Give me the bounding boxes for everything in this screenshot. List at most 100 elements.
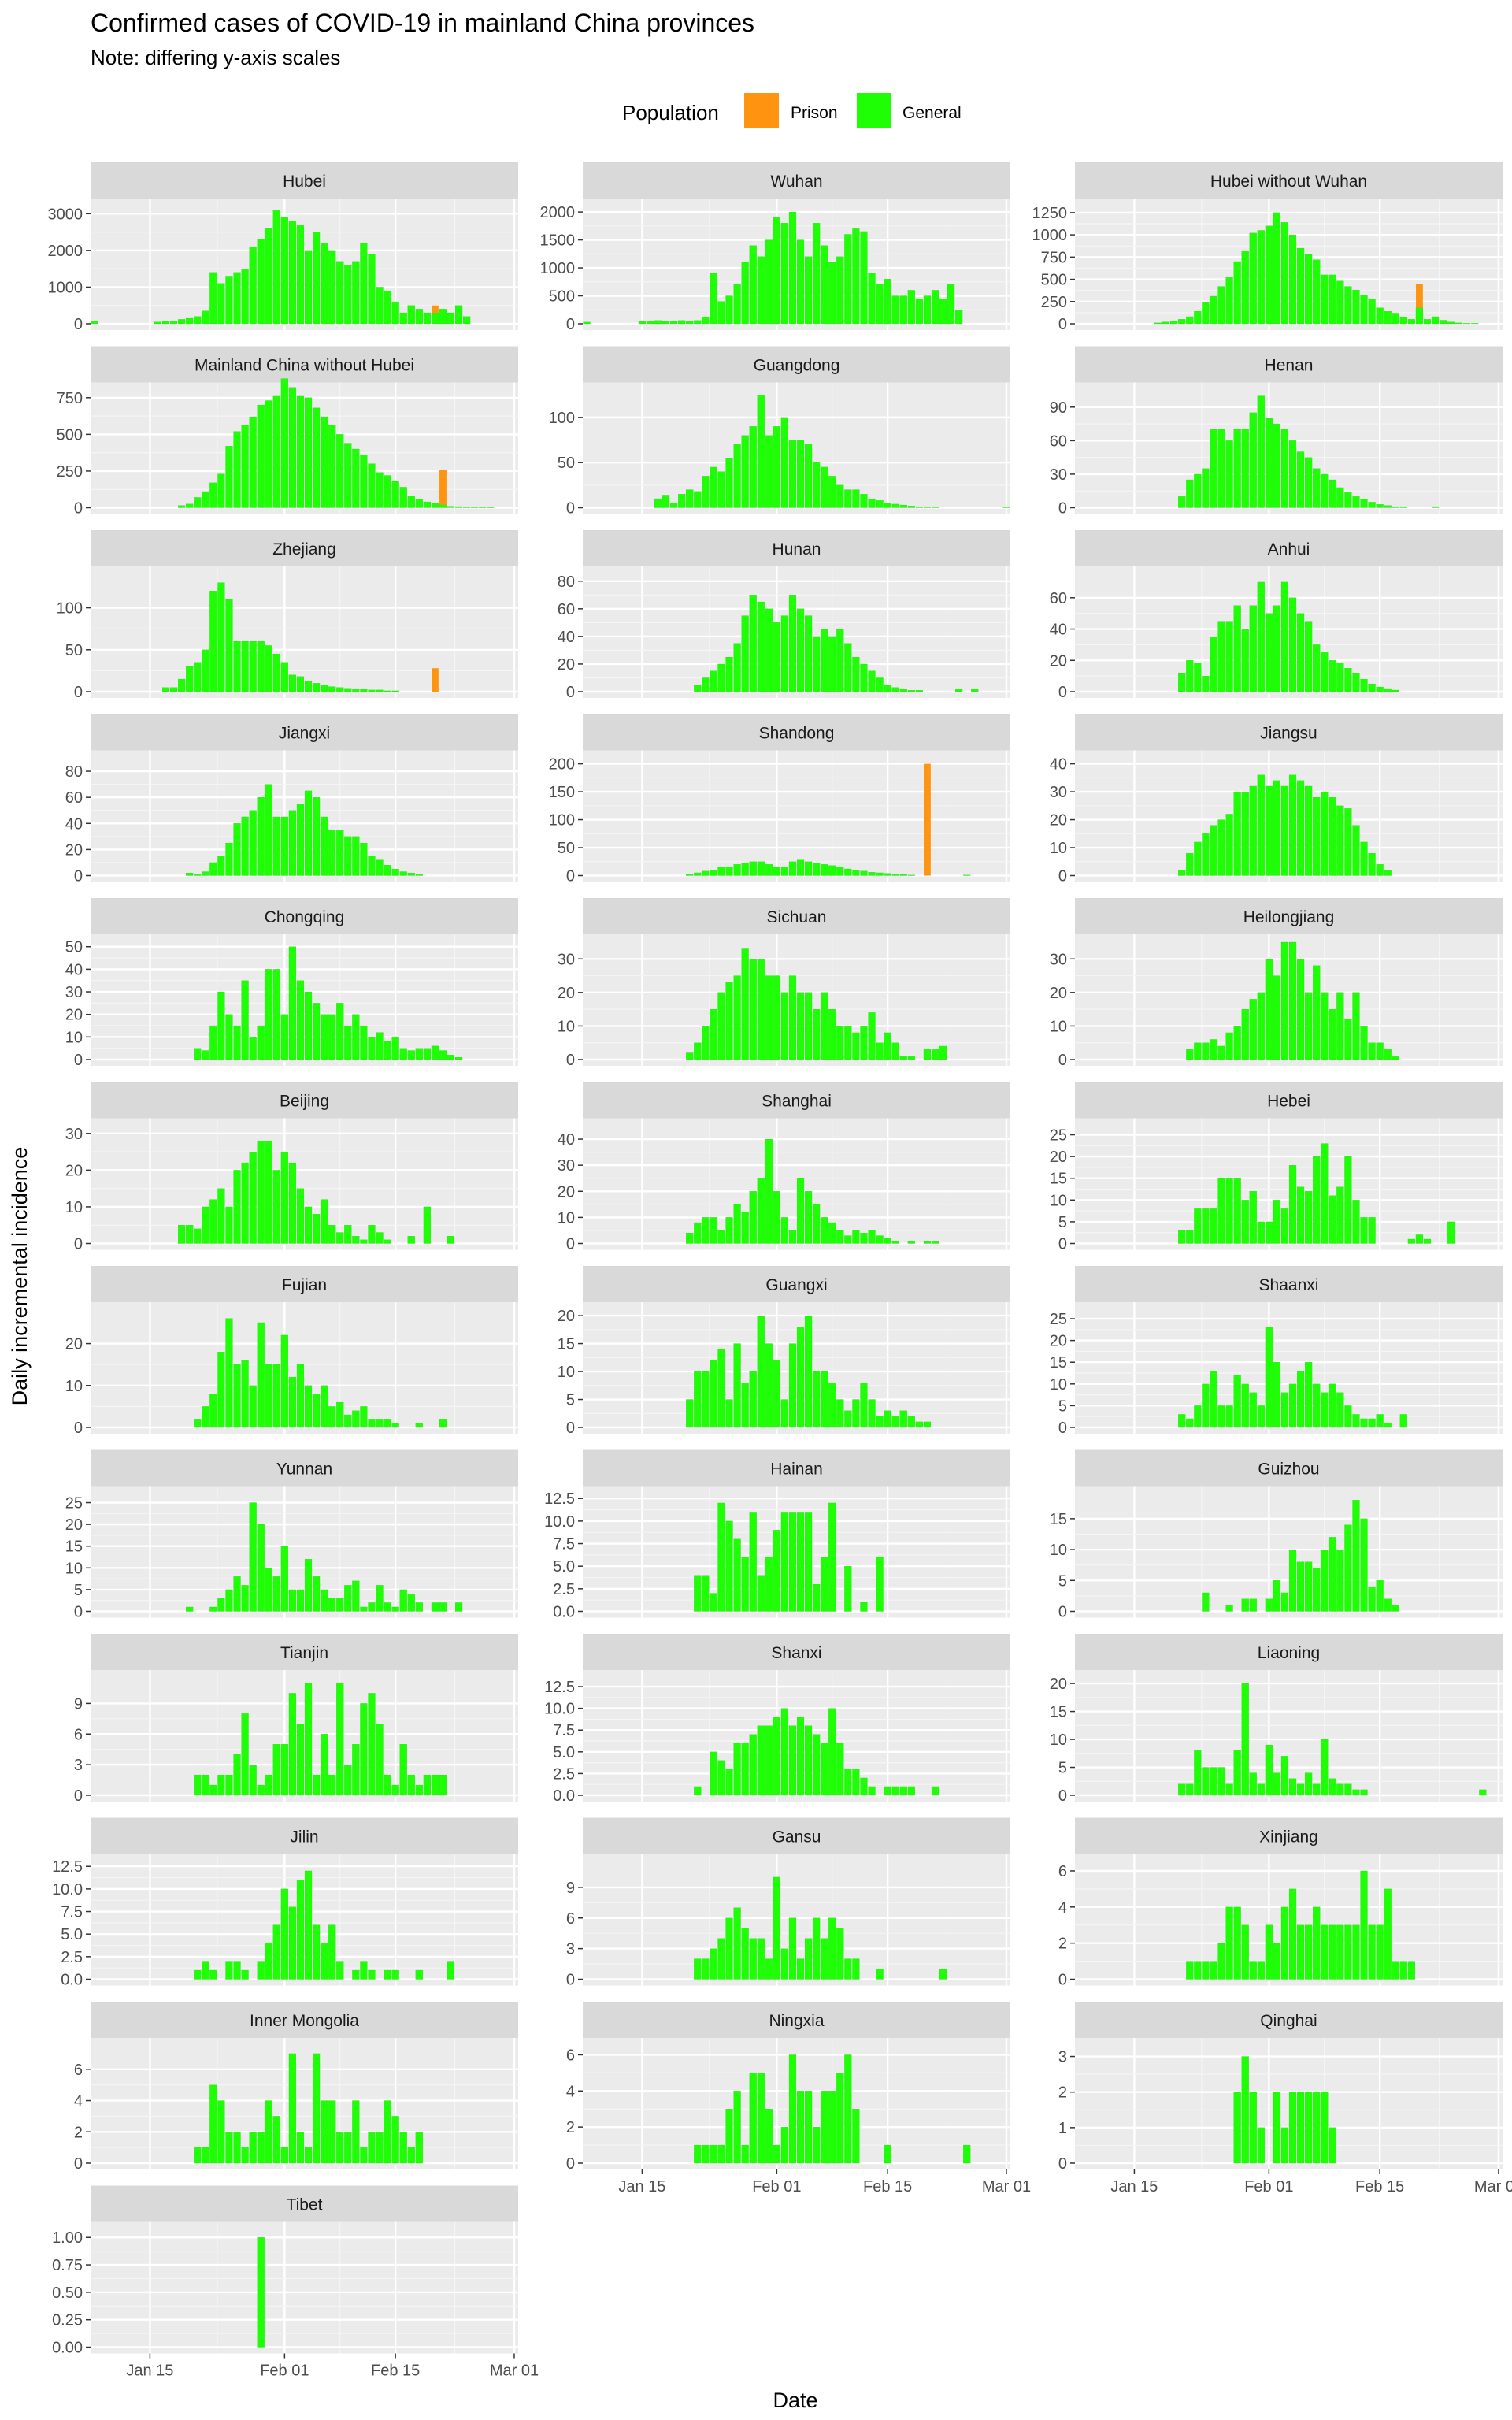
facet-strip bbox=[583, 1817, 1010, 1854]
bar-general bbox=[391, 1784, 399, 1796]
bar-general bbox=[288, 1589, 296, 1612]
bar-general bbox=[1360, 295, 1368, 325]
bar-general bbox=[828, 1708, 836, 1796]
bar-general bbox=[1336, 1392, 1344, 1428]
facet-strip bbox=[91, 1082, 518, 1119]
bar-general bbox=[694, 1786, 702, 1796]
facet-title: Mainland China without Hubei bbox=[195, 357, 414, 375]
bar-general bbox=[733, 2091, 741, 2164]
facet-strip bbox=[91, 1634, 518, 1670]
bar-general bbox=[1241, 1008, 1249, 1060]
legend-label-prison: Prison bbox=[791, 104, 838, 122]
bar-general bbox=[868, 1230, 876, 1244]
bar-general bbox=[805, 1938, 813, 1980]
bar-general bbox=[304, 681, 313, 692]
bar-general bbox=[1210, 1039, 1217, 1060]
bar-general bbox=[1336, 805, 1344, 876]
bar-general bbox=[415, 499, 423, 508]
bar-general bbox=[931, 1049, 939, 1060]
y-axis-label: Daily incremental incidence bbox=[8, 1147, 32, 1406]
panel-background bbox=[1075, 566, 1503, 698]
panel-background bbox=[583, 1118, 1010, 1250]
y-tick-label: 7.5 bbox=[553, 1536, 575, 1553]
y-tick-label: 10 bbox=[1050, 840, 1067, 857]
bar-general bbox=[813, 1917, 821, 1980]
bar-general bbox=[1241, 1924, 1249, 1980]
bar-general bbox=[1288, 440, 1297, 508]
bar-general bbox=[1407, 1238, 1415, 1244]
y-tick-label: 20 bbox=[558, 656, 575, 674]
bar-general bbox=[384, 865, 391, 876]
x-tick-label: Feb 15 bbox=[1355, 2178, 1404, 2195]
bar-general bbox=[1178, 1783, 1186, 1796]
y-tick-label: 12.5 bbox=[52, 1858, 83, 1876]
bar-general bbox=[265, 1568, 272, 1612]
bar-general bbox=[1479, 1789, 1487, 1796]
bar-general bbox=[1194, 841, 1202, 876]
y-tick-label: 500 bbox=[1041, 272, 1067, 289]
bar-general bbox=[1440, 320, 1447, 325]
bar-general bbox=[891, 874, 899, 876]
bar-general bbox=[1288, 1778, 1297, 1796]
bar-general bbox=[1280, 429, 1289, 508]
bar-general bbox=[733, 1204, 741, 1244]
bar-general bbox=[796, 1958, 805, 1980]
bar-general bbox=[860, 1026, 868, 1060]
bar-general bbox=[725, 1769, 733, 1796]
bar-general bbox=[1217, 1405, 1225, 1428]
bar-general bbox=[202, 1406, 209, 1428]
bar-general bbox=[780, 615, 788, 692]
bar-general bbox=[233, 2132, 241, 2164]
bar-general bbox=[717, 992, 725, 1060]
bar-general bbox=[702, 1371, 710, 1428]
bar-general bbox=[694, 320, 702, 325]
bar-general bbox=[313, 683, 321, 692]
y-tick-label: 20 bbox=[1050, 812, 1067, 830]
bar-general bbox=[813, 462, 821, 508]
facet-panel: Jiangsu 0 10 20 30 40 bbox=[1050, 714, 1503, 885]
bar-general bbox=[1273, 975, 1280, 1060]
bar-prison bbox=[431, 668, 439, 692]
facet-strip bbox=[583, 162, 1010, 199]
bar-general bbox=[876, 1557, 884, 1612]
bar-general bbox=[186, 1225, 194, 1244]
bar-general bbox=[313, 1576, 321, 1612]
bar-general bbox=[583, 321, 591, 325]
bar-general bbox=[1321, 1143, 1329, 1244]
bar-general bbox=[1423, 1238, 1432, 1244]
bar-general bbox=[368, 1969, 376, 1980]
bar-general bbox=[725, 1917, 733, 1980]
bar-general bbox=[280, 1888, 288, 1980]
bar-general bbox=[1186, 316, 1194, 325]
panel-background bbox=[91, 1854, 518, 1986]
bar-general bbox=[1384, 311, 1392, 325]
bar-general bbox=[265, 2100, 272, 2164]
bar-general bbox=[217, 2100, 225, 2164]
y-tick-label: 10 bbox=[1050, 1192, 1067, 1209]
panel-background bbox=[1075, 750, 1503, 882]
y-tick-label: 0 bbox=[1058, 1787, 1067, 1805]
bar-general bbox=[360, 455, 368, 508]
bar-general bbox=[447, 312, 455, 325]
y-tick-label: 6 bbox=[1058, 1863, 1067, 1880]
bar-prison bbox=[923, 763, 931, 876]
bar-general bbox=[1241, 1683, 1249, 1796]
bar-general bbox=[1305, 992, 1313, 1060]
bar-general bbox=[1241, 2056, 1249, 2164]
bar-general bbox=[1241, 1200, 1249, 1244]
bar-general bbox=[1360, 1026, 1368, 1060]
bar-general bbox=[321, 2100, 328, 2164]
bar-general bbox=[1233, 1906, 1241, 1980]
bar-general bbox=[1344, 1019, 1352, 1060]
bar-general bbox=[773, 1876, 780, 1980]
bar-general bbox=[702, 317, 710, 325]
bar-general bbox=[670, 503, 678, 508]
bar-general bbox=[876, 677, 884, 692]
bar-general bbox=[1376, 1414, 1384, 1428]
bar-general bbox=[773, 1191, 780, 1244]
bar-general bbox=[686, 1233, 694, 1244]
bar-general bbox=[1329, 660, 1336, 692]
bar-general bbox=[749, 959, 757, 1060]
facet-strip bbox=[583, 714, 1010, 751]
bar-general bbox=[844, 1026, 852, 1060]
